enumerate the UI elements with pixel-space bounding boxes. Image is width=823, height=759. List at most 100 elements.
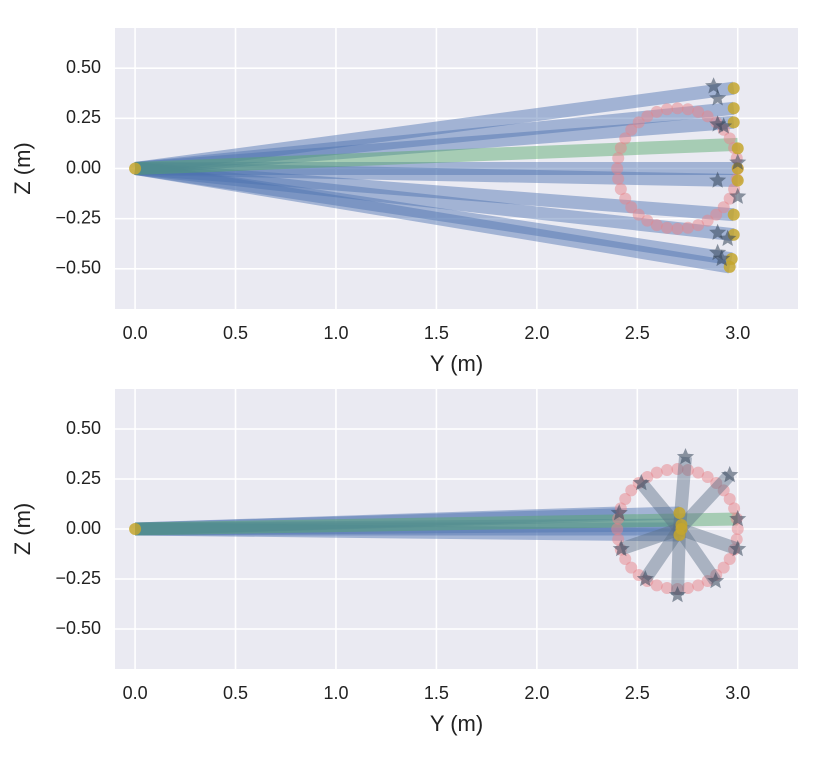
star-marker bbox=[729, 187, 747, 204]
beam bbox=[134, 162, 733, 266]
circle-marker bbox=[641, 214, 654, 227]
star-marker bbox=[721, 466, 739, 483]
star-marker bbox=[729, 510, 747, 527]
circle-marker bbox=[619, 553, 632, 565]
circle-marker bbox=[710, 477, 723, 489]
star-marker bbox=[636, 570, 654, 587]
circle-marker bbox=[619, 192, 632, 205]
circle-marker bbox=[641, 110, 654, 123]
x-tick-label: 0.5 bbox=[223, 323, 248, 343]
x-tick-label: 0.5 bbox=[223, 683, 248, 703]
beam bbox=[134, 81, 735, 175]
y-tick-label: −0.50 bbox=[55, 618, 101, 638]
circle-marker bbox=[728, 502, 741, 515]
circle-marker bbox=[681, 103, 694, 116]
y-tick-label: −0.25 bbox=[55, 207, 101, 227]
beam bbox=[134, 506, 620, 536]
circle-marker bbox=[671, 463, 684, 475]
star-marker bbox=[709, 171, 727, 188]
x-tick-label: 0.0 bbox=[123, 683, 148, 703]
x-tick-label: 3.0 bbox=[725, 323, 750, 343]
beam bbox=[674, 470, 735, 534]
circle-marker bbox=[129, 523, 142, 535]
circle-marker bbox=[661, 221, 674, 234]
circle-marker bbox=[611, 523, 624, 535]
circle-marker bbox=[681, 221, 694, 234]
beam bbox=[636, 478, 685, 534]
star-marker bbox=[715, 117, 733, 134]
x-tick-label: 2.0 bbox=[524, 323, 549, 343]
circle-marker bbox=[661, 464, 674, 476]
x-tick-label: 0.0 bbox=[123, 323, 148, 343]
star-marker bbox=[676, 448, 695, 465]
circle-marker bbox=[625, 201, 638, 214]
beam bbox=[677, 522, 740, 556]
y-tick-label: 0.50 bbox=[66, 57, 101, 77]
circle-marker bbox=[692, 579, 705, 592]
circle-marker bbox=[723, 132, 736, 145]
circle-marker bbox=[625, 123, 638, 136]
circle-marker bbox=[650, 219, 663, 232]
circle-marker bbox=[612, 152, 625, 165]
circle-marker bbox=[129, 162, 142, 175]
x-tick-label: 2.5 bbox=[625, 683, 650, 703]
circle-marker bbox=[661, 582, 674, 594]
x-tick-label: 2.0 bbox=[524, 683, 549, 703]
circle-marker bbox=[731, 142, 744, 155]
circle-marker bbox=[727, 116, 740, 129]
star-marker bbox=[713, 249, 731, 267]
star-marker bbox=[632, 474, 650, 491]
circle-marker bbox=[671, 222, 684, 235]
beam bbox=[135, 522, 680, 542]
star-marker bbox=[729, 153, 747, 170]
beam bbox=[135, 518, 682, 536]
circle-marker bbox=[681, 582, 694, 594]
beam bbox=[134, 512, 738, 536]
circle-marker bbox=[632, 116, 645, 129]
circle-marker bbox=[727, 82, 740, 95]
circle-marker bbox=[730, 533, 743, 546]
circle-marker bbox=[673, 529, 686, 541]
circle-marker bbox=[692, 219, 705, 232]
x-tick-label: 1.0 bbox=[323, 323, 348, 343]
x-axis-label: Y (m) bbox=[430, 351, 483, 376]
y-tick-label: 0.00 bbox=[66, 157, 101, 177]
circle-marker bbox=[614, 183, 627, 196]
y-tick-label: −0.50 bbox=[55, 258, 101, 278]
star-marker bbox=[610, 504, 628, 521]
circle-marker bbox=[717, 201, 730, 214]
y-axis-label: Z (m) bbox=[10, 503, 35, 556]
y-tick-label: 0.25 bbox=[66, 468, 101, 488]
star-marker bbox=[707, 572, 725, 589]
circle-marker bbox=[701, 471, 714, 483]
star-marker bbox=[705, 77, 723, 94]
circle-marker bbox=[717, 561, 730, 574]
circle-marker bbox=[681, 464, 694, 476]
circle-marker bbox=[723, 493, 736, 505]
beam bbox=[134, 162, 738, 187]
beam bbox=[134, 506, 680, 536]
circle-marker bbox=[710, 208, 723, 221]
beam bbox=[134, 162, 735, 242]
circle-marker bbox=[671, 102, 684, 115]
circle-marker bbox=[673, 507, 686, 519]
circle-marker bbox=[650, 579, 663, 592]
y-tick-label: −0.25 bbox=[55, 568, 101, 588]
circle-marker bbox=[717, 484, 730, 497]
star-marker bbox=[709, 89, 727, 106]
circle-marker bbox=[692, 105, 705, 118]
x-tick-label: 1.5 bbox=[424, 683, 449, 703]
circle-marker bbox=[632, 208, 645, 221]
y-axis-label: Z (m) bbox=[10, 142, 35, 195]
beam bbox=[134, 162, 731, 274]
star-marker bbox=[729, 540, 747, 557]
subplot: 0.0 0.5 1.0 1.5 2.0 2.5 3.0 0.50 0.25 0.00 −0.25 −0… bbox=[10, 389, 798, 736]
circle-marker bbox=[625, 561, 638, 574]
circle-marker bbox=[661, 103, 674, 116]
circle-marker bbox=[611, 162, 624, 175]
circle-marker bbox=[731, 523, 744, 535]
circle-marker bbox=[619, 132, 632, 145]
x-tick-label: 3.0 bbox=[725, 683, 750, 703]
